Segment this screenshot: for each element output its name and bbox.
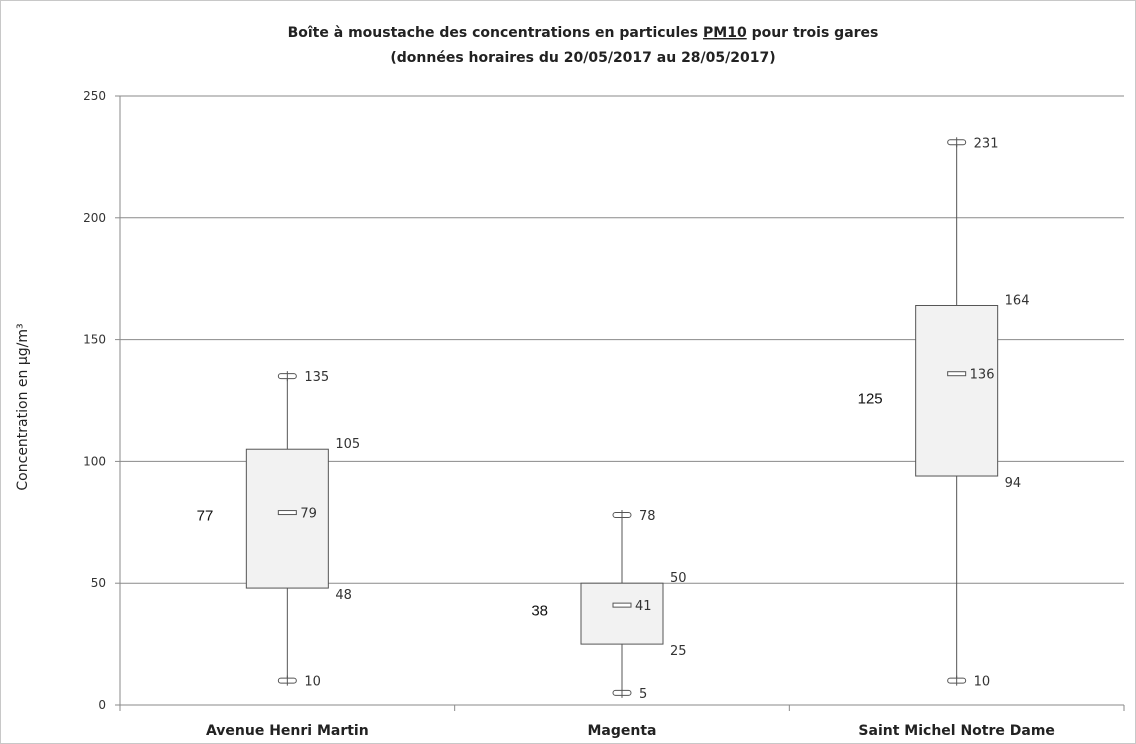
x-category-label: Avenue Henri Martin [206, 723, 369, 739]
chart-title-underlined-part: PM10 [703, 25, 747, 41]
y-tick-label: 200 [83, 211, 106, 225]
mean-label: 125 [858, 391, 883, 408]
chart-title-line-2: (données horaires du 20/05/2017 au 28/05… [390, 50, 775, 66]
box-iqr [915, 304, 999, 477]
q1-label: 25 [670, 644, 687, 659]
y-tick-label: 250 [83, 89, 106, 103]
q1-label: 94 [1005, 476, 1022, 491]
median-label: 41 [635, 599, 652, 614]
y-tick-label: 150 [83, 333, 106, 347]
max-label: 78 [639, 509, 656, 524]
mean-label: 77 [197, 507, 214, 524]
box-iqr [580, 582, 664, 645]
labels: 135 10 79 105 48 77 78 5 41 50 25 38 231 10 136 164 94 12… [197, 136, 1030, 702]
min-label: 10 [304, 675, 321, 690]
max-label: 135 [304, 370, 329, 385]
y-tick-label: 0 [98, 698, 106, 712]
mean-label: 38 [531, 602, 548, 619]
q3-label: 105 [335, 437, 360, 452]
median-marker [947, 371, 967, 377]
x-category-label: Magenta [587, 723, 656, 739]
median-marker [277, 510, 297, 516]
q1-label: 48 [335, 588, 352, 603]
min-label: 5 [639, 687, 647, 702]
median-label: 136 [970, 368, 995, 383]
median-label: 79 [300, 507, 317, 522]
max-label: 231 [974, 136, 999, 151]
q3-label: 164 [1005, 293, 1030, 308]
min-label: 10 [974, 675, 991, 690]
box-iqr [245, 448, 329, 589]
axes: 0 50 100 150 200 250 Avenue Henri Martin Magent… [83, 89, 1125, 739]
x-category-label: Saint Michel Notre Dame [858, 723, 1054, 739]
chart-title-line-1: Boîte à moustache des concentrations en … [288, 25, 879, 41]
boxes [245, 137, 999, 698]
y-axis-label: Concentration en µg/m³ [15, 323, 31, 490]
y-tick-label: 50 [91, 576, 106, 590]
q3-label: 50 [670, 571, 687, 586]
y-tick-label: 100 [83, 454, 106, 468]
median-marker [612, 602, 632, 608]
